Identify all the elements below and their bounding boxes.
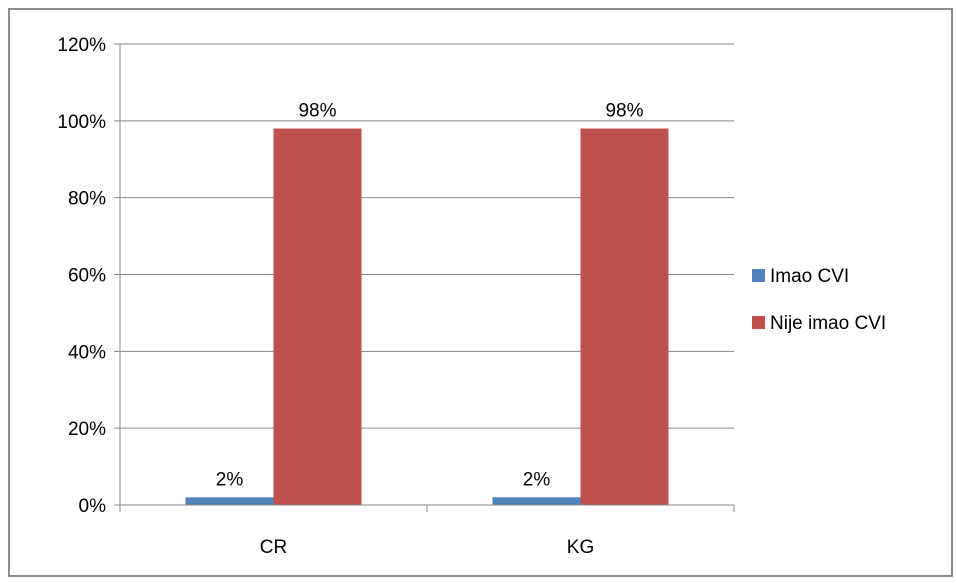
y-tick-label: 40% xyxy=(68,342,106,363)
y-tick-label: 20% xyxy=(68,419,106,440)
bar-kg-nije-imao-cvi xyxy=(580,128,669,505)
bar-cr-imao-cvi xyxy=(185,497,274,505)
legend-label: Nije imao CVI xyxy=(770,313,886,334)
y-tick-label: 0% xyxy=(79,496,107,517)
data-label: 2% xyxy=(216,469,244,490)
y-tick-label: 60% xyxy=(68,266,106,287)
bar-kg-imao-cvi xyxy=(492,497,581,505)
data-label: 2% xyxy=(523,469,551,490)
y-tick-label: 80% xyxy=(68,189,106,210)
chart-frame xyxy=(8,8,953,577)
y-tick-label: 100% xyxy=(57,112,106,133)
x-category-label: KG xyxy=(567,537,594,558)
legend-label: Imao CVI xyxy=(770,266,849,287)
y-tick-label: 120% xyxy=(57,35,106,56)
legend-swatch xyxy=(752,269,765,282)
data-label: 98% xyxy=(298,101,336,122)
bar-cr-nije-imao-cvi xyxy=(273,128,362,505)
data-label: 98% xyxy=(605,101,643,122)
x-category-label: CR xyxy=(260,537,287,558)
legend-swatch xyxy=(752,316,765,329)
